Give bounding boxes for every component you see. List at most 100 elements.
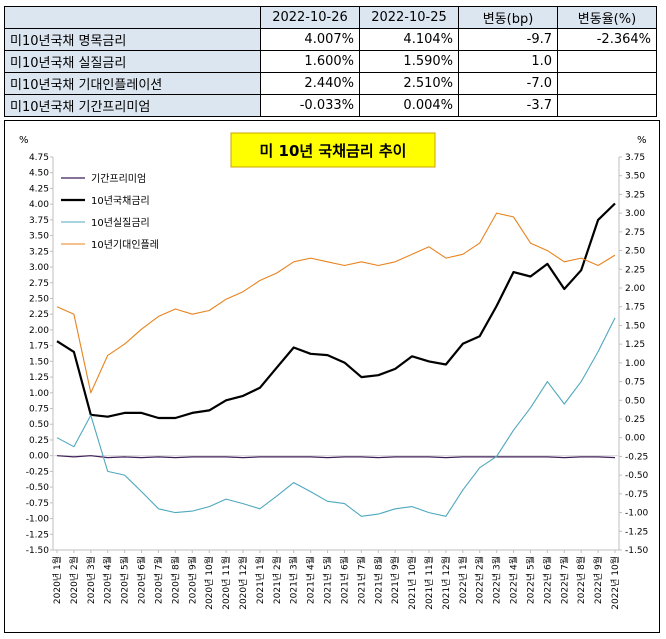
cell-value: -3.7	[458, 94, 558, 117]
legend-label: 10년국채금리	[91, 195, 150, 207]
left-tick-label: 2.25	[29, 310, 49, 320]
chart-title: 미 10년 국채금리 추이	[260, 142, 407, 160]
left-tick-label: -1.50	[26, 546, 50, 556]
header-empty	[4, 6, 261, 29]
row-label: 미10년국채 기간프리미엄	[4, 94, 261, 117]
left-tick-label: 3.00	[29, 263, 49, 273]
cell-value: 0.004%	[359, 94, 459, 117]
series-line-10년국채금리	[56, 202, 616, 420]
table-row: 미10년국채 기대인플레이션 2.440% 2.510% -7.0	[4, 72, 657, 95]
x-tick-label: 2021년 10월	[406, 556, 418, 610]
yield-chart: 미 10년 국채금리 추이 % % 4.75 4.50 4.25 4.00 3.75 3.…	[19, 132, 649, 610]
right-tick-label: 0.00	[625, 434, 645, 444]
x-tick-label: 2020년 12월	[237, 556, 249, 610]
header-date-1: 2022-10-26	[260, 6, 360, 29]
right-tick-label: 0.75	[625, 378, 645, 388]
chart-frame: 미 10년 국채금리 추이 % % 4.75 4.50 4.25 4.00 3.75 3.…	[4, 120, 660, 633]
x-tick-label: 2020년 7월	[152, 556, 164, 604]
cell-value: 4.104%	[359, 28, 459, 51]
cell-value: -7.0	[458, 72, 558, 95]
legend: 기간프리미엄 10년국채금리 10년실질금리 10년기대인플레	[61, 173, 159, 251]
right-tick-label: -1.00	[625, 509, 649, 519]
right-tick-label: -0.25	[625, 452, 648, 462]
right-axis-unit: %	[637, 135, 647, 146]
right-tick-label: 3.00	[625, 209, 645, 219]
chart-title-box	[230, 132, 436, 168]
right-tick-label: 2.25	[625, 265, 645, 275]
x-tick-label: 2021년 4월	[305, 556, 317, 604]
left-tick-label: -0.50	[26, 483, 50, 493]
table-row: 미10년국채 기간프리미엄 -0.033% 0.004% -3.7	[4, 94, 657, 117]
x-tick-label: 2022년 4월	[508, 556, 520, 604]
left-tick-label: 3.75	[29, 216, 49, 226]
right-tick-label: 2.00	[625, 284, 645, 294]
x-tick-label: 2021년 1월	[254, 556, 266, 604]
x-tick-label: 2022년 10월	[609, 556, 621, 610]
x-tick-label: 2020년 9월	[186, 556, 198, 604]
table-row: 미10년국채 명목금리 4.007% 4.104% -9.7 -2.364%	[4, 28, 657, 51]
cell-value: 1.590%	[359, 50, 459, 73]
right-tick-label: -0.50	[625, 471, 649, 481]
x-tick-label: 2022년 2월	[474, 556, 486, 604]
series-line-10년기대인플레	[56, 212, 616, 394]
x-tick-label: 2021년 5월	[322, 556, 334, 604]
row-label: 미10년국채 기대인플레이션	[4, 72, 261, 95]
x-tick-label: 2021년 9월	[389, 556, 401, 604]
x-tick-label: 2021년 11월	[423, 556, 435, 610]
header-date-2: 2022-10-25	[359, 6, 459, 29]
cell-value: 1.600%	[260, 50, 360, 73]
left-tick-label: 2.75	[29, 279, 49, 289]
left-tick-label: -0.25	[26, 467, 49, 477]
legend-label: 10년기대인플레	[91, 239, 159, 251]
x-tick-label: 2022년 5월	[524, 556, 536, 604]
x-tick-label: 2020년 5월	[119, 556, 131, 604]
row-label: 미10년국채 실질금리	[4, 50, 261, 73]
right-tick-label: 0.25	[625, 415, 645, 425]
header-change-pct: 변동율(%)	[557, 6, 657, 29]
left-tick-label: 3.50	[29, 232, 49, 242]
x-tick-label: 2022년 7월	[558, 556, 570, 604]
right-tick-label: 3.25	[625, 190, 645, 200]
x-tick-label: 2020년 1월	[51, 556, 63, 604]
right-tick-label: -1.25	[625, 527, 648, 537]
x-tick-label: 2020년 8월	[169, 556, 181, 604]
cell-value: -2.364%	[557, 28, 657, 51]
x-tick-label: 2021년 8월	[372, 556, 384, 604]
series-line-기간프리미엄	[56, 455, 616, 459]
right-tick-label: 3.50	[625, 172, 645, 182]
cell-value: 4.007%	[260, 28, 360, 51]
right-tick-label: 3.75	[625, 153, 645, 163]
left-tick-label: 3.25	[29, 247, 49, 257]
table-row: 미10년국채 실질금리 1.600% 1.590% 1.0	[4, 50, 657, 73]
rates-table: 2022-10-26 2022-10-25 변동(bp) 변동율(%) 미10년…	[4, 6, 657, 117]
x-tick-label: 2020년 2월	[68, 556, 80, 604]
x-tick-label: 2020년 4월	[102, 556, 114, 604]
cell-value: 2.440%	[260, 72, 360, 95]
left-tick-label: 2.00	[29, 326, 49, 336]
x-tick-label: 2022년 3월	[491, 556, 503, 604]
cell-value	[557, 72, 657, 95]
legend-label: 10년실질금리	[91, 217, 150, 229]
cell-value: 1.0	[458, 50, 558, 73]
x-tick-label: 2021년 12월	[440, 556, 452, 610]
table-header-row: 2022-10-26 2022-10-25 변동(bp) 변동율(%)	[4, 6, 657, 29]
left-tick-label: 4.50	[29, 169, 49, 179]
x-tick-label: 2021년 3월	[288, 556, 300, 604]
row-label: 미10년국채 명목금리	[4, 28, 261, 51]
x-tick-label: 2022년 8월	[575, 556, 587, 604]
left-tick-label: 1.50	[29, 357, 49, 367]
left-tick-label: 1.75	[29, 342, 49, 352]
right-tick-label: 1.00	[625, 359, 645, 369]
left-tick-label: 1.00	[29, 389, 49, 399]
cell-value: -9.7	[458, 28, 558, 51]
cell-value	[557, 50, 657, 73]
x-tick-label: 2020년 3월	[85, 556, 97, 604]
series-group	[56, 202, 616, 517]
x-tick-label: 2021년 2월	[271, 556, 283, 604]
right-tick-label: -0.75	[625, 490, 648, 500]
left-tick-label: -0.75	[26, 499, 49, 509]
right-tick-label: 2.50	[625, 247, 645, 257]
left-tick-label: 2.50	[29, 294, 49, 304]
legend-label: 기간프리미엄	[91, 173, 146, 185]
axes-group: 4.75 4.50 4.25 4.00 3.75 3.50 3.25 3.00 2.75 2.50…	[26, 153, 649, 610]
